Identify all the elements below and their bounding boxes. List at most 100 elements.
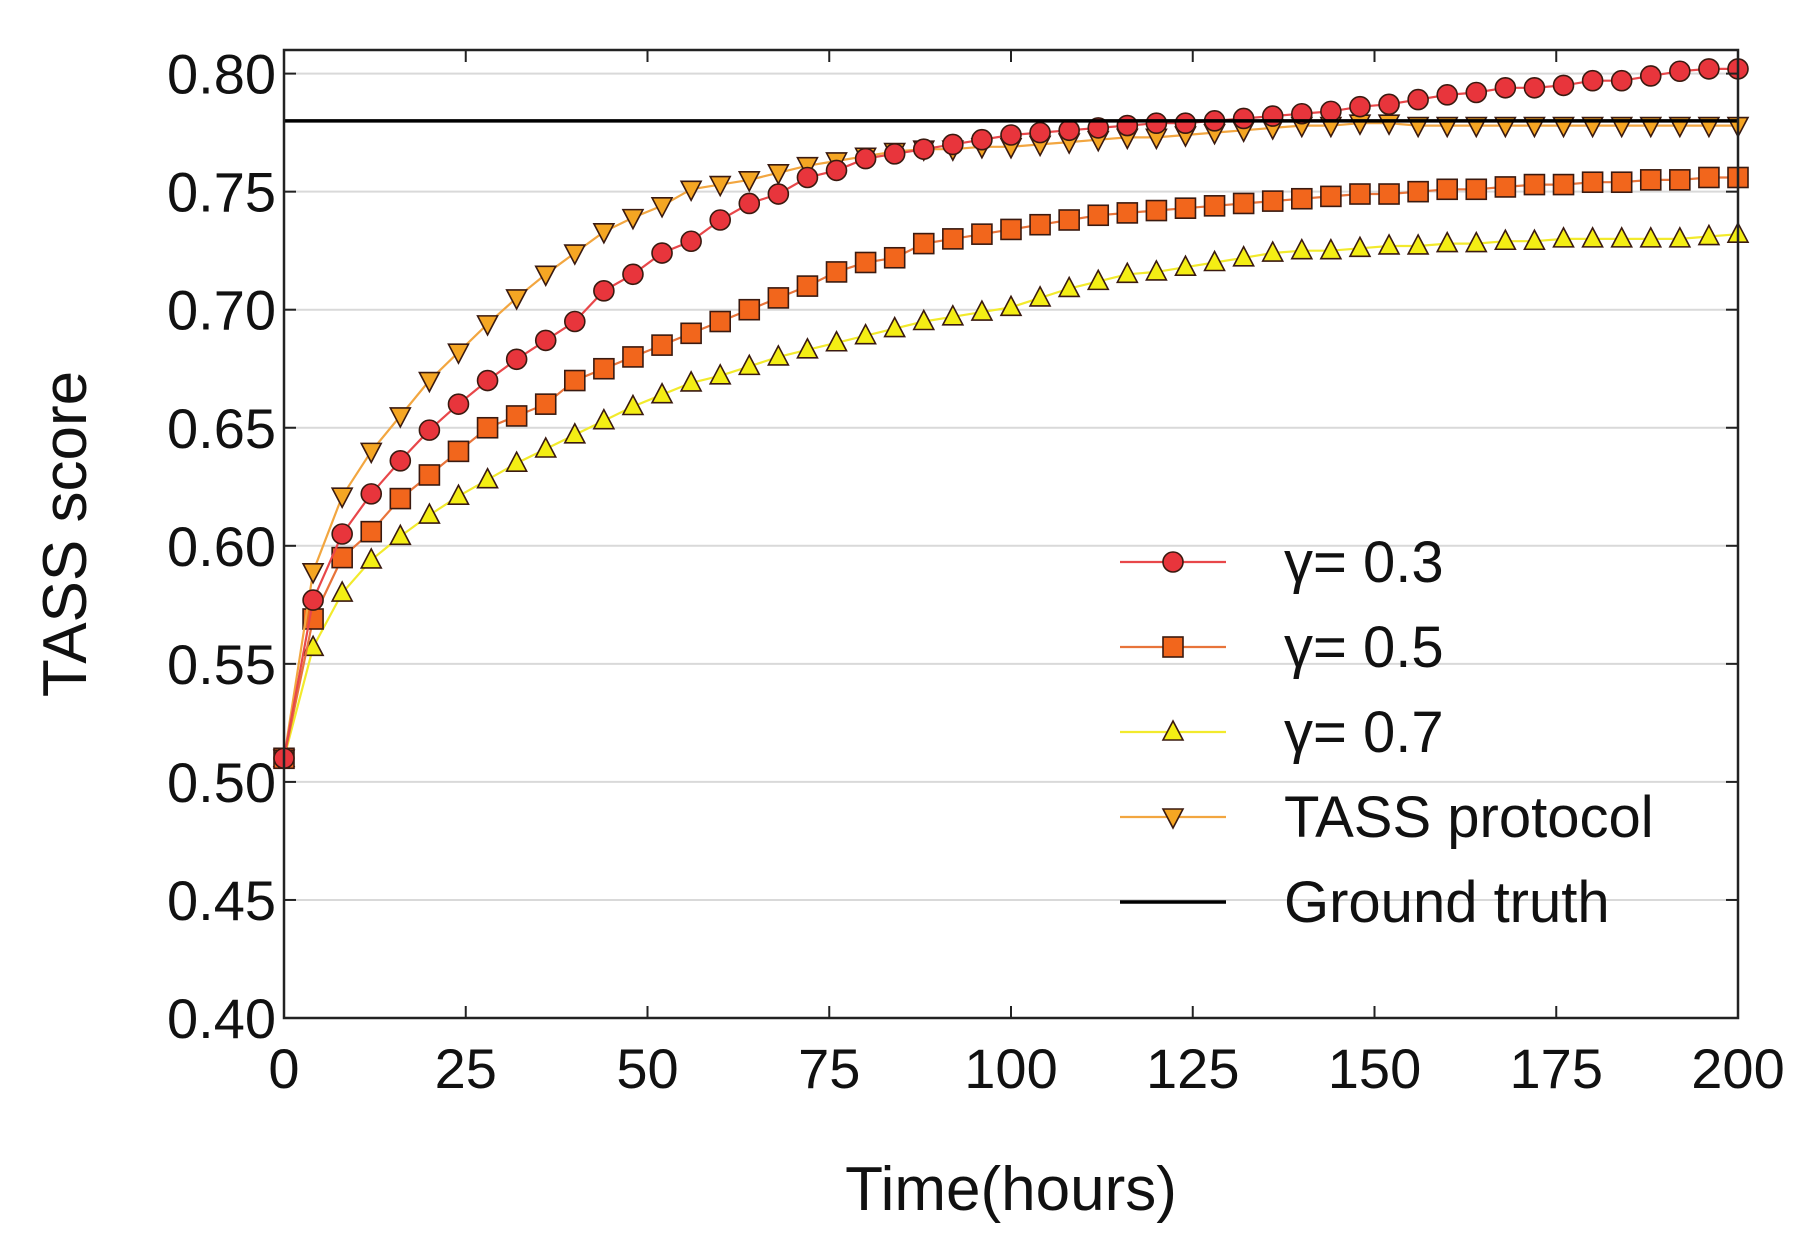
data-point bbox=[302, 589, 324, 611]
data-point bbox=[1436, 178, 1458, 201]
data-point bbox=[1697, 223, 1721, 246]
data-point bbox=[1203, 249, 1226, 272]
legend-item: γ= 0.7 bbox=[1120, 700, 1444, 765]
data-point bbox=[651, 334, 673, 356]
data-point bbox=[912, 308, 936, 331]
data-point bbox=[447, 483, 470, 506]
data-point bbox=[1610, 69, 1633, 92]
data-point bbox=[622, 346, 644, 368]
data-point bbox=[1058, 119, 1080, 142]
data-point bbox=[971, 128, 993, 151]
data-point bbox=[476, 466, 499, 489]
data-point bbox=[912, 232, 935, 255]
data-point bbox=[505, 405, 528, 427]
gridlines bbox=[284, 72, 1738, 901]
data-point bbox=[883, 315, 907, 338]
data-point bbox=[680, 322, 702, 345]
data-point bbox=[825, 159, 848, 182]
data-point bbox=[1523, 173, 1546, 196]
legend-item: Ground truth bbox=[1120, 870, 1610, 935]
x-axis-title: Time(hours) bbox=[845, 1155, 1177, 1224]
data-point bbox=[1261, 190, 1284, 212]
data-point bbox=[1174, 254, 1197, 277]
data-point bbox=[592, 222, 616, 245]
series--0-3 bbox=[273, 58, 1749, 770]
series-tass-protocol bbox=[272, 114, 1750, 772]
y-tick-label: 0.75 bbox=[167, 161, 276, 224]
data-point bbox=[447, 440, 470, 463]
data-point bbox=[709, 209, 732, 231]
y-tick-label: 0.60 bbox=[167, 515, 276, 578]
data-point bbox=[738, 192, 761, 215]
data-point bbox=[767, 163, 790, 186]
data-point bbox=[1029, 121, 1051, 144]
data-point bbox=[476, 369, 499, 392]
data-point bbox=[359, 442, 383, 465]
data-point bbox=[1000, 218, 1022, 241]
data-point bbox=[883, 143, 906, 165]
legend: γ= 0.3 γ= 0.5 γ= 0.7 TASS protocol Ground tr… bbox=[1120, 530, 1654, 935]
data-point bbox=[447, 393, 470, 415]
data-point bbox=[1639, 169, 1662, 191]
data-point bbox=[709, 310, 732, 333]
data-point bbox=[1552, 173, 1575, 196]
y-tick-label: 0.45 bbox=[167, 869, 276, 932]
series--0-5 bbox=[273, 166, 1749, 770]
data-point bbox=[360, 520, 383, 543]
data-point bbox=[767, 183, 790, 205]
data-point bbox=[1669, 60, 1691, 83]
data-point bbox=[912, 138, 935, 160]
data-point bbox=[737, 353, 761, 376]
data-point bbox=[388, 523, 412, 546]
data-point bbox=[1639, 226, 1663, 248]
data-point bbox=[563, 310, 586, 333]
data-point bbox=[330, 580, 354, 602]
data-point bbox=[1232, 245, 1255, 267]
data-point bbox=[330, 487, 354, 509]
data-point bbox=[359, 547, 383, 569]
data-point bbox=[971, 223, 993, 245]
data-point bbox=[1261, 105, 1284, 127]
legend-marker bbox=[1162, 551, 1184, 573]
data-point bbox=[1028, 285, 1052, 307]
data-point bbox=[796, 337, 819, 359]
data-point bbox=[708, 175, 732, 198]
data-point bbox=[1669, 169, 1691, 191]
data-point bbox=[738, 298, 761, 321]
data-point bbox=[1406, 233, 1430, 255]
data-point bbox=[796, 166, 819, 189]
data-point bbox=[1319, 237, 1343, 260]
x-tick-label: 200 bbox=[1691, 1037, 1784, 1100]
data-point bbox=[1552, 226, 1575, 248]
data-point bbox=[679, 180, 703, 203]
legend-item: γ= 0.3 bbox=[1120, 530, 1444, 595]
series-line bbox=[282, 67, 1738, 759]
data-point bbox=[476, 315, 499, 337]
data-point bbox=[1494, 76, 1517, 99]
data-point bbox=[1145, 199, 1168, 222]
data-point bbox=[854, 147, 877, 170]
x-tick-label: 175 bbox=[1510, 1037, 1603, 1100]
data-point bbox=[883, 246, 906, 269]
data-point bbox=[942, 228, 964, 250]
data-point bbox=[854, 322, 877, 345]
data-point bbox=[1145, 259, 1168, 281]
data-point bbox=[679, 370, 703, 392]
data-point bbox=[1087, 204, 1110, 227]
data-point bbox=[418, 371, 441, 394]
data-point bbox=[825, 330, 848, 352]
data-point bbox=[1610, 226, 1634, 248]
data-point bbox=[389, 487, 412, 510]
data-point bbox=[1232, 192, 1255, 215]
data-point bbox=[1115, 261, 1139, 284]
data-point bbox=[534, 329, 557, 352]
data-point bbox=[1523, 76, 1546, 99]
data-point bbox=[301, 562, 325, 585]
legend-item: TASS protocol bbox=[1120, 785, 1654, 850]
data-point bbox=[621, 208, 645, 231]
data-point bbox=[1086, 268, 1110, 291]
data-point bbox=[534, 393, 557, 415]
data-point bbox=[1349, 183, 1371, 205]
data-point bbox=[389, 450, 412, 472]
data-point bbox=[563, 369, 586, 392]
